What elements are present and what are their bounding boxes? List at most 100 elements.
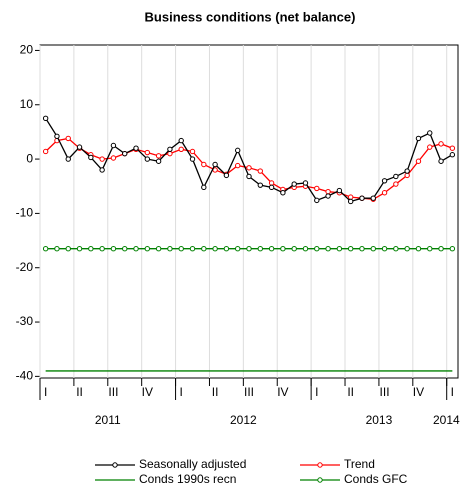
point: [415, 246, 422, 252]
point: [393, 173, 399, 180]
point: [189, 148, 196, 155]
point: [415, 158, 422, 164]
point: [212, 161, 218, 168]
legend-marker: [317, 477, 323, 483]
point: [280, 190, 286, 196]
point: [370, 246, 376, 252]
point: [178, 246, 184, 252]
x-tick-label: II: [347, 385, 354, 399]
point: [381, 178, 388, 184]
point: [76, 246, 83, 252]
point: [110, 155, 117, 161]
point: [42, 148, 49, 155]
point: [133, 145, 139, 151]
point: [359, 195, 365, 201]
point: [201, 246, 207, 252]
point: [370, 195, 376, 201]
point: [381, 190, 388, 196]
point: [189, 156, 196, 162]
point: [212, 246, 218, 252]
point: [404, 246, 410, 252]
point: [178, 146, 184, 153]
point: [427, 144, 433, 150]
point: [65, 135, 71, 142]
point: [268, 184, 275, 191]
point: [235, 246, 241, 252]
point: [189, 246, 196, 252]
point: [246, 173, 252, 180]
point: [122, 246, 128, 252]
point: [291, 246, 297, 252]
point: [144, 156, 151, 162]
x-tick-label: IV: [142, 385, 153, 399]
point: [257, 182, 263, 188]
point: [133, 246, 139, 252]
plot-frame: [39, 44, 459, 379]
point: [246, 165, 252, 171]
point: [235, 162, 241, 169]
point: [223, 246, 230, 252]
point: [347, 198, 354, 205]
point: [99, 167, 105, 173]
point: [235, 147, 241, 154]
point: [201, 184, 207, 191]
x-tick-label: III: [244, 385, 254, 399]
x-tick-label: II: [212, 385, 219, 399]
year-label: 2014: [433, 413, 460, 427]
point: [325, 188, 331, 195]
point: [314, 185, 320, 192]
point: [438, 246, 444, 252]
series-line: [45, 117, 453, 203]
year-label: 2012: [230, 413, 257, 427]
chart-title: Business conditions (net balance): [145, 9, 356, 24]
point: [167, 146, 173, 153]
y-tick-label: 20: [20, 43, 34, 57]
point: [178, 137, 184, 144]
point: [381, 246, 388, 252]
legend-marker: [317, 462, 323, 468]
x-tick-label: III: [108, 385, 118, 399]
point: [65, 246, 71, 252]
point: [347, 246, 354, 252]
point: [449, 152, 456, 158]
point: [415, 135, 422, 142]
point: [246, 246, 252, 252]
point: [99, 156, 105, 162]
point: [302, 180, 309, 186]
point: [76, 144, 83, 150]
point: [88, 246, 94, 252]
point: [427, 130, 433, 136]
point: [110, 142, 117, 149]
point: [404, 172, 410, 179]
point: [88, 154, 94, 161]
point: [336, 246, 343, 252]
point: [99, 246, 105, 252]
point: [325, 246, 331, 252]
point: [144, 149, 151, 156]
x-tick-label: I: [315, 385, 318, 399]
point: [449, 246, 456, 252]
point: [314, 197, 320, 204]
legend-marker: [112, 462, 118, 468]
x-tick-label: IV: [413, 385, 424, 399]
y-tick-label: 0: [26, 151, 33, 165]
point: [393, 246, 399, 252]
y-tick-label: -10: [16, 206, 34, 220]
point: [65, 156, 71, 162]
point: [336, 187, 343, 194]
point: [257, 168, 263, 174]
point: [393, 181, 399, 187]
x-tick-label: II: [76, 385, 83, 399]
x-tick-label: I: [180, 385, 183, 399]
legend-label: Conds GFC: [344, 472, 408, 486]
point: [404, 168, 410, 174]
point: [427, 246, 433, 252]
point: [449, 145, 456, 151]
point: [257, 246, 263, 252]
point: [347, 194, 354, 200]
point: [314, 246, 320, 252]
point: [201, 161, 207, 168]
point: [438, 141, 444, 147]
legend-label: Trend: [344, 457, 375, 471]
